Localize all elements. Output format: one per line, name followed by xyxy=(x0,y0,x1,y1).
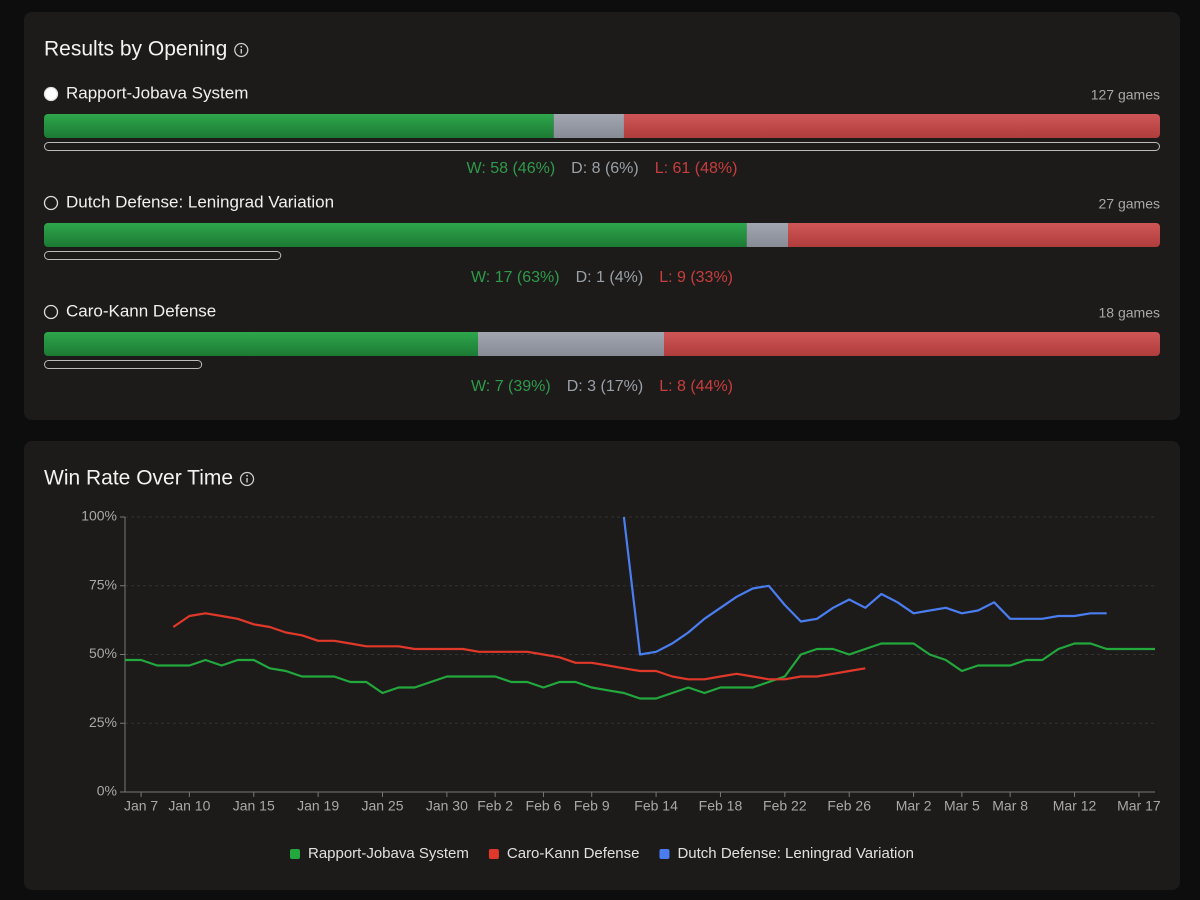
games-bar xyxy=(44,251,282,260)
wins-segment xyxy=(44,114,554,138)
x-tick-label: Jan 7 xyxy=(124,798,158,814)
x-tick-label: Mar 2 xyxy=(896,798,932,814)
draws-segment xyxy=(478,332,664,356)
radio[interactable] xyxy=(43,86,59,102)
losses-label: L: 8 (44%) xyxy=(659,378,733,395)
y-tick-label: 25% xyxy=(89,714,117,730)
losses-segment xyxy=(664,332,1160,356)
legend-swatch xyxy=(659,849,670,859)
wins-label: W: 17 (63%) xyxy=(471,269,560,286)
games-bar xyxy=(44,360,203,369)
info-icon xyxy=(234,42,249,58)
x-tick-label: Feb 14 xyxy=(634,798,678,814)
x-tick-label: Feb 18 xyxy=(699,798,743,814)
games-bar xyxy=(44,142,1160,151)
series-line xyxy=(622,516,1107,656)
x-tick-label: Mar 17 xyxy=(1117,798,1161,814)
wins-label: W: 7 (39%) xyxy=(471,378,551,395)
x-tick-label: Mar 12 xyxy=(1053,798,1097,814)
draws-segment xyxy=(553,114,624,138)
results-panel xyxy=(24,12,1180,420)
x-tick-label: Feb 6 xyxy=(526,798,562,814)
draws-label: D: 1 (4%) xyxy=(576,269,644,286)
x-tick-label: Feb 9 xyxy=(574,798,610,814)
result-bar xyxy=(44,332,1160,356)
x-tick-label: Feb 22 xyxy=(763,798,807,814)
games-count: 27 games xyxy=(1099,196,1160,212)
losses-segment xyxy=(623,114,1160,138)
games-count: 127 games xyxy=(1091,87,1160,103)
opening-name: Caro-Kann Defense xyxy=(66,301,216,320)
wins-label: W: 58 (46%) xyxy=(467,160,556,177)
losses-label: L: 61 (48%) xyxy=(655,160,738,177)
wins-segment xyxy=(44,223,747,247)
series-line xyxy=(172,612,866,681)
legend-label: Rapport-Jobava System xyxy=(308,845,469,862)
losses-segment xyxy=(788,223,1160,247)
x-tick-label: Feb 2 xyxy=(477,798,513,814)
legend-swatch xyxy=(488,849,499,859)
info-icons xyxy=(234,42,255,487)
radio[interactable] xyxy=(43,195,59,211)
info-icon-dot xyxy=(240,45,243,48)
y-tick-label: 100% xyxy=(81,508,117,524)
legend-label: Dutch Defense: Leningrad Variation xyxy=(677,845,914,862)
result-bar xyxy=(44,223,1160,247)
y-tick-label: 75% xyxy=(89,576,117,592)
info-icon xyxy=(239,471,255,487)
x-tick-label: Jan 15 xyxy=(233,798,275,814)
losses-label: L: 9 (33%) xyxy=(659,269,733,286)
info-icon-dot xyxy=(246,474,248,477)
y-tick-label: 50% xyxy=(89,645,117,661)
wins-segment xyxy=(44,332,478,356)
opening-name: Rapport-Jobava System xyxy=(66,83,248,102)
result-bar xyxy=(44,114,1160,138)
series-line xyxy=(125,642,1155,700)
legend-label: Caro-Kann Defense xyxy=(507,845,640,862)
opening-name: Dutch Defense: Leningrad Variation xyxy=(66,192,334,211)
x-tick-label: Mar 8 xyxy=(992,798,1028,814)
x-tick-label: Jan 19 xyxy=(297,798,339,814)
draws-label: D: 8 (6%) xyxy=(571,160,639,177)
x-tick-label: Jan 30 xyxy=(426,798,468,814)
x-tick-label: Jan 10 xyxy=(168,798,210,814)
results-title: Results by Opening xyxy=(44,38,227,61)
chart-title: Win Rate Over Time xyxy=(44,467,233,490)
games-count: 18 games xyxy=(1099,305,1160,321)
radio[interactable] xyxy=(43,304,59,320)
legend-swatch xyxy=(289,849,300,859)
draws-label: D: 3 (17%) xyxy=(567,378,643,395)
y-tick-label: 0% xyxy=(97,783,117,799)
x-tick-label: Feb 26 xyxy=(827,798,871,814)
draws-segment xyxy=(746,223,788,247)
x-tick-label: Mar 5 xyxy=(944,798,980,814)
x-tick-label: Jan 25 xyxy=(361,798,403,814)
